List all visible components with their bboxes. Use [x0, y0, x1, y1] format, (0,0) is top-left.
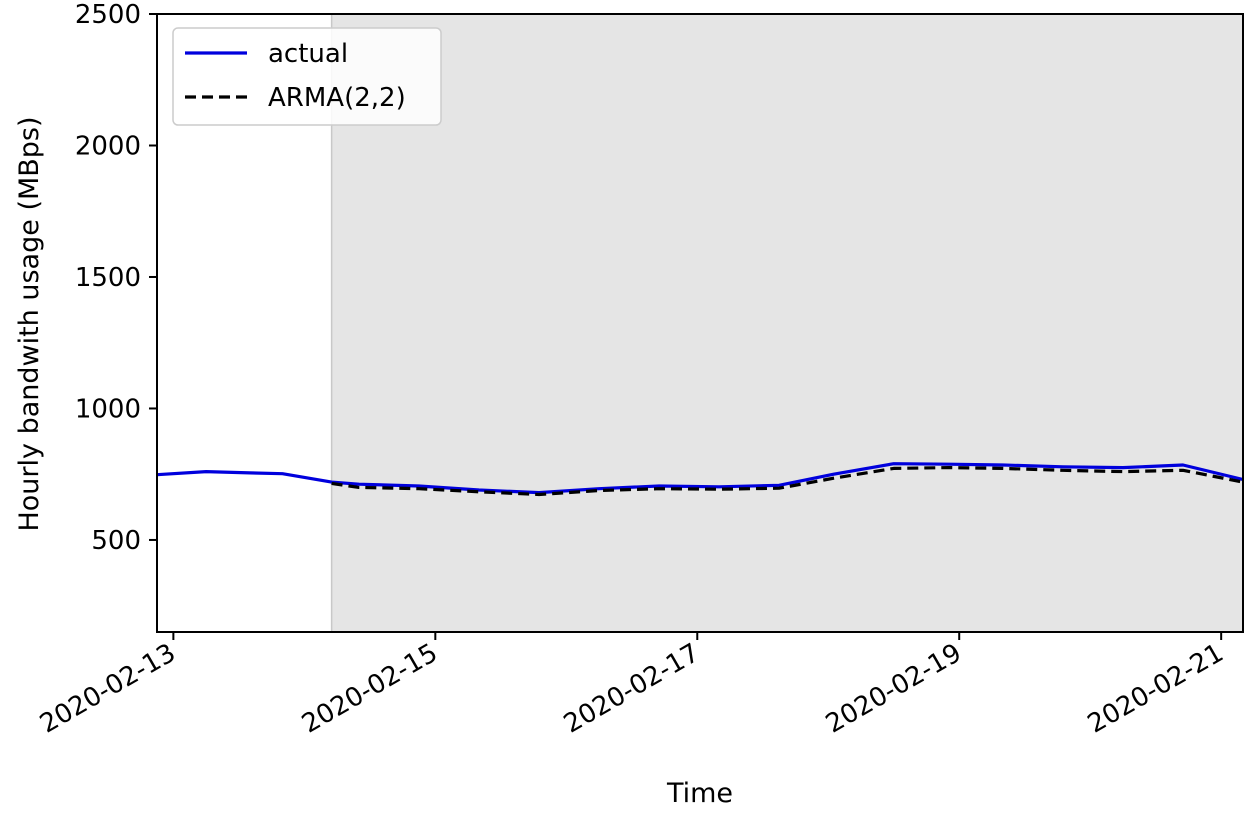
- y-tick-label: 1000: [75, 394, 141, 424]
- y-tick-label: 1500: [75, 263, 141, 293]
- series-line-arma: [331, 466, 1244, 497]
- x-tick-label: 2020-02-19: [821, 638, 967, 740]
- legend: actual ARMA(2,2): [172, 27, 442, 126]
- y-axis-title: Hourly bandwith usage (MBps): [14, 116, 45, 531]
- x-tick-label: 2020-02-15: [297, 638, 443, 740]
- plot-frame: [156, 13, 1244, 633]
- x-axis-ticks: 2020-02-13 2020-02-15 2020-02-17 2020-02-19…: [35, 632, 1229, 740]
- series-line-actual: [156, 462, 1244, 495]
- x-axis-title: Time: [666, 778, 733, 809]
- y-tick-label: 2000: [75, 131, 141, 161]
- legend-label-actual: actual: [268, 39, 348, 69]
- x-tick-label: 2020-02-21: [1083, 638, 1229, 740]
- forecast-shaded-region: [331, 14, 1243, 632]
- x-tick-label: 2020-02-13: [35, 638, 181, 740]
- x-tick-label: 2020-02-17: [559, 638, 705, 740]
- y-axis-ticks: 500 1000 1500 2000 2500: [75, 0, 157, 556]
- y-tick-label: 2500: [75, 0, 141, 30]
- y-tick-label: 500: [91, 526, 141, 556]
- legend-label-arma: ARMA(2,2): [268, 83, 406, 113]
